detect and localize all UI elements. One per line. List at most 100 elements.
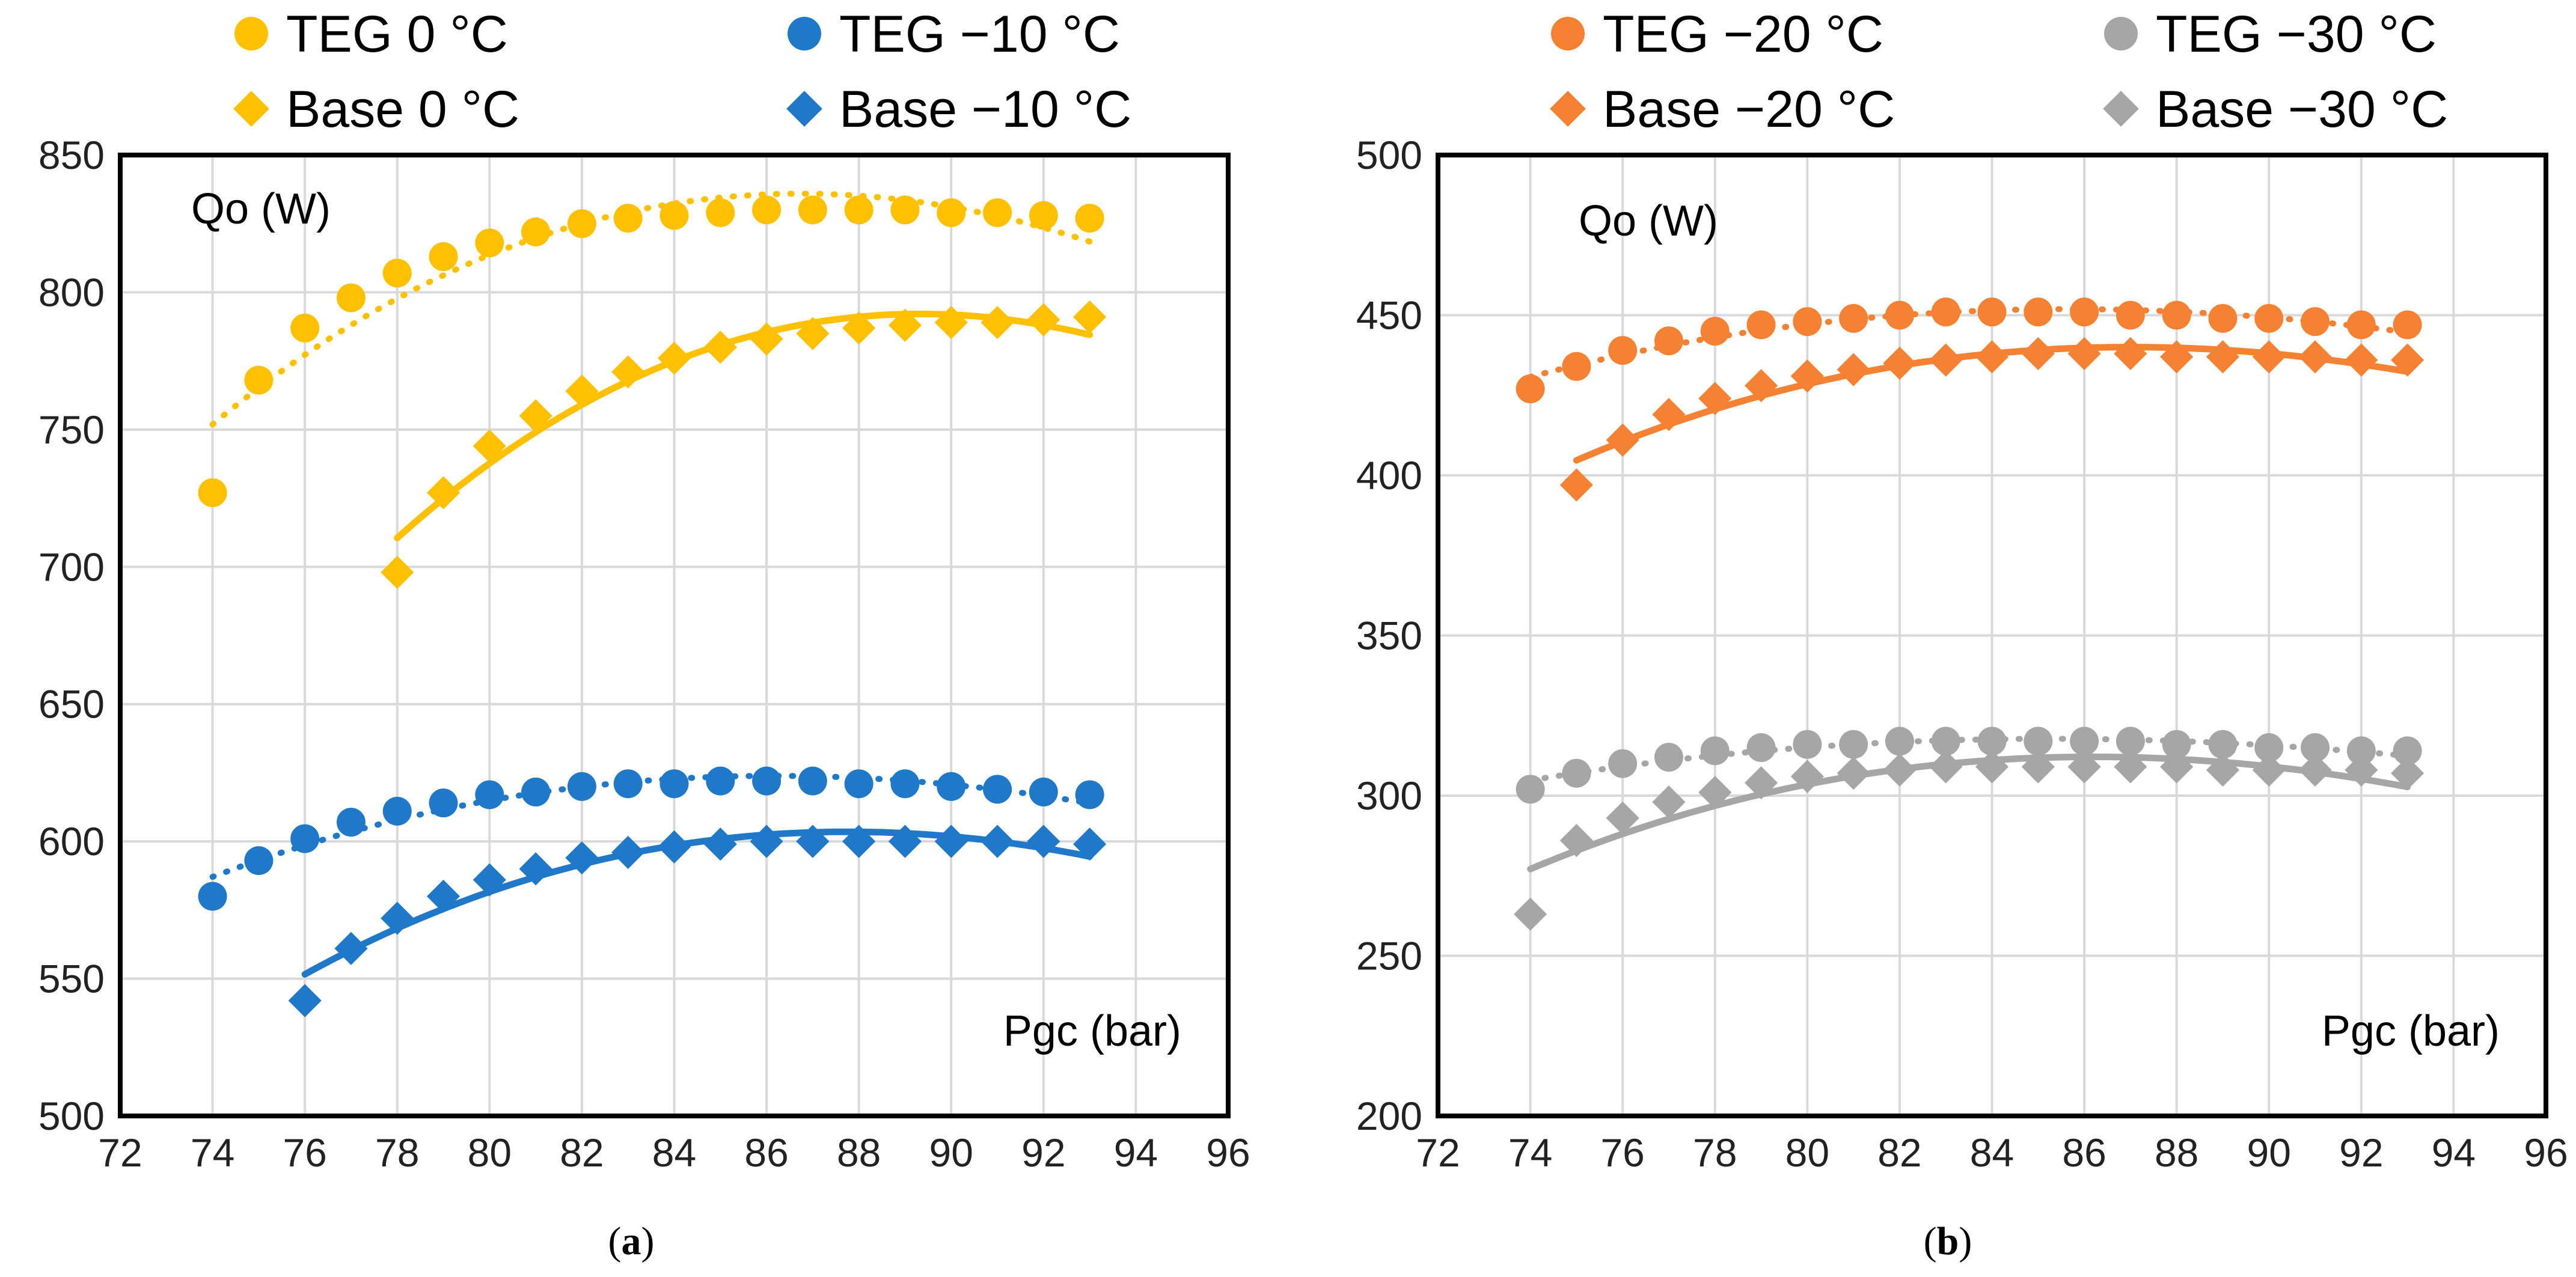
- data-point: [426, 476, 460, 510]
- data-point: [844, 769, 873, 799]
- data-point: [890, 195, 920, 225]
- data-point: [381, 555, 414, 590]
- data-point: [613, 204, 643, 233]
- data-point: [2208, 730, 2238, 759]
- x-tick-label: 74: [191, 1130, 234, 1175]
- data-point: [1029, 777, 1058, 806]
- data-point: [752, 766, 782, 796]
- y-axis-label: Qo (W): [191, 185, 331, 233]
- data-point: [1559, 468, 1593, 502]
- data-point: [2393, 736, 2422, 766]
- data-point: [1606, 801, 1639, 835]
- trendline: [209, 190, 1093, 428]
- y-tick-label: 200: [1356, 1094, 1422, 1138]
- data-point: [1790, 359, 1824, 393]
- x-tick-label: 90: [2247, 1130, 2291, 1175]
- data-point: [1977, 727, 2007, 756]
- x-tick-label: 72: [1416, 1130, 1460, 1175]
- y-tick-label: 600: [38, 819, 105, 864]
- data-point: [519, 852, 552, 886]
- series-markers: [198, 195, 1104, 507]
- y-tick-label: 300: [1356, 773, 1422, 818]
- data-point: [706, 198, 735, 227]
- data-point: [382, 258, 412, 288]
- data-point: [934, 306, 968, 340]
- x-tick-label: 80: [1785, 1130, 1829, 1175]
- data-point: [473, 863, 506, 897]
- y-tick-label: 350: [1356, 614, 1422, 658]
- data-point: [1837, 353, 1870, 386]
- data-point: [1654, 326, 1683, 356]
- data-point: [1793, 730, 1822, 759]
- x-tick-label: 76: [1600, 1130, 1644, 1175]
- data-point: [1027, 824, 1060, 858]
- x-tick-label: 88: [2155, 1130, 2198, 1175]
- data-point: [2024, 297, 2053, 327]
- x-tick-label: 84: [652, 1130, 696, 1175]
- data-point: [983, 775, 1012, 804]
- data-point: [2021, 337, 2055, 371]
- data-point: [429, 788, 458, 818]
- legend-entry: TEG 0 °C: [234, 5, 508, 63]
- legend-marker: [788, 17, 821, 50]
- data-point: [1883, 346, 1917, 380]
- data-point: [567, 772, 596, 801]
- data-point: [1698, 382, 1732, 415]
- data-point: [1929, 750, 1963, 784]
- x-tick-label: 74: [1508, 1130, 1552, 1175]
- data-point: [798, 766, 827, 796]
- data-point: [1931, 297, 1960, 327]
- data-point: [1883, 753, 1917, 787]
- series-markers: [1516, 297, 2422, 404]
- data-point: [983, 198, 1012, 227]
- data-point: [842, 311, 876, 345]
- data-point: [1744, 766, 1778, 800]
- legend-label: TEG −30 °C: [2156, 5, 2437, 63]
- data-point: [657, 830, 691, 864]
- y-tick-label: 400: [1356, 453, 1422, 498]
- data-point: [2346, 736, 2376, 766]
- legend-entry: Base −20 °C: [1550, 81, 1895, 138]
- x-tick-label: 78: [1693, 1130, 1737, 1175]
- data-point: [750, 322, 783, 356]
- legend-entry: TEG −10 °C: [788, 5, 1120, 63]
- data-point: [198, 478, 227, 507]
- legend-marker: [2103, 91, 2139, 127]
- data-point: [2206, 753, 2240, 787]
- caption-letter: a: [622, 1219, 641, 1263]
- panel-caption: (b): [1924, 1219, 1972, 1263]
- legend-marker: [233, 91, 269, 127]
- data-point: [1746, 310, 1776, 340]
- y-tick-label: 850: [38, 133, 105, 177]
- data-point: [657, 341, 691, 375]
- data-point: [1516, 374, 1545, 404]
- data-point: [2067, 337, 2101, 371]
- data-point: [934, 824, 968, 858]
- data-point: [798, 195, 827, 225]
- caption-paren-close: ): [1959, 1219, 1972, 1263]
- data-point: [2162, 730, 2191, 759]
- data-point: [888, 308, 922, 342]
- data-point: [2345, 343, 2378, 377]
- data-point: [382, 796, 412, 826]
- data-point: [1562, 352, 1591, 381]
- data-point: [1606, 423, 1639, 457]
- data-point: [381, 901, 414, 935]
- data-point: [1977, 297, 2007, 327]
- y-tick-label: 650: [38, 682, 105, 727]
- data-point: [2206, 340, 2240, 374]
- data-point: [703, 331, 737, 364]
- x-tick-label: 84: [1970, 1130, 2014, 1175]
- data-point: [659, 201, 689, 230]
- data-point: [1885, 300, 1914, 330]
- legend-label: Base −30 °C: [2156, 81, 2448, 138]
- data-point: [796, 317, 830, 350]
- data-point: [750, 824, 783, 858]
- data-point: [1839, 303, 1868, 333]
- data-point: [1073, 300, 1107, 334]
- caption-letter: b: [1937, 1219, 1959, 1263]
- data-point: [2114, 337, 2147, 371]
- legend-label: Base −20 °C: [1603, 81, 1895, 138]
- legend-marker: [2104, 17, 2138, 50]
